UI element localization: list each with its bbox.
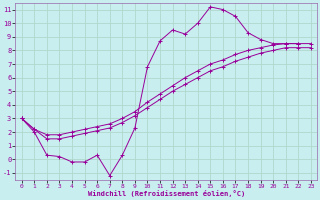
- X-axis label: Windchill (Refroidissement éolien,°C): Windchill (Refroidissement éolien,°C): [88, 190, 245, 197]
